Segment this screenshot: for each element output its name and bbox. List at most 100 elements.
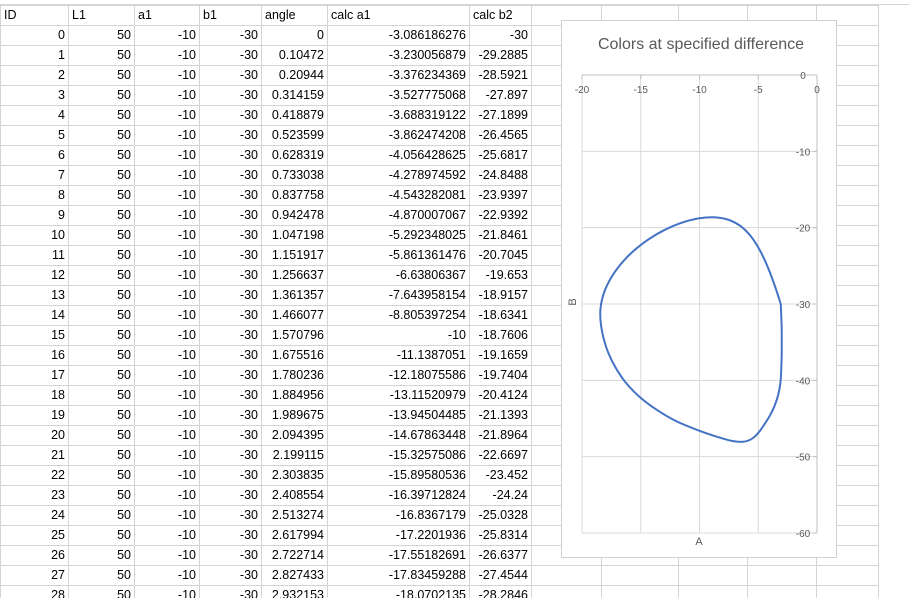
cell-a1[interactable]: -10 bbox=[134, 45, 200, 66]
cell-a1[interactable]: -10 bbox=[134, 585, 200, 598]
cell-calc-b2[interactable]: -23.9397 bbox=[469, 185, 532, 206]
cell-l1[interactable]: 50 bbox=[68, 305, 135, 326]
cell-l1[interactable]: 50 bbox=[68, 65, 135, 86]
cell-angle[interactable]: 1.151917 bbox=[261, 245, 328, 266]
cell-a1[interactable]: -10 bbox=[134, 425, 200, 446]
empty-cell[interactable] bbox=[601, 565, 679, 586]
cell-angle[interactable]: 1.884956 bbox=[261, 385, 328, 406]
header-cell[interactable]: calc a1 bbox=[327, 5, 470, 26]
cell-calc-a1[interactable]: -4.870007067 bbox=[327, 205, 470, 226]
empty-cell[interactable] bbox=[747, 565, 817, 586]
cell-angle[interactable]: 0.628319 bbox=[261, 145, 328, 166]
cell-calc-a1[interactable]: -13.11520979 bbox=[327, 385, 470, 406]
cell-l1[interactable]: 50 bbox=[68, 185, 135, 206]
cell-b1[interactable]: -30 bbox=[199, 105, 262, 126]
cell-calc-b2[interactable]: -19.653 bbox=[469, 265, 532, 286]
cell-a1[interactable]: -10 bbox=[134, 285, 200, 306]
cell-id[interactable]: 19 bbox=[0, 405, 69, 426]
cell-calc-b2[interactable]: -27.1899 bbox=[469, 105, 532, 126]
cell-angle[interactable]: 1.570796 bbox=[261, 325, 328, 346]
cell-l1[interactable]: 50 bbox=[68, 405, 135, 426]
cell-angle[interactable]: 2.932153 bbox=[261, 585, 328, 598]
empty-cell[interactable] bbox=[747, 585, 817, 598]
cell-angle[interactable]: 0.523599 bbox=[261, 125, 328, 146]
header-cell[interactable]: a1 bbox=[134, 5, 200, 26]
cell-l1[interactable]: 50 bbox=[68, 165, 135, 186]
empty-cell[interactable] bbox=[816, 565, 879, 586]
cell-calc-a1[interactable]: -5.861361476 bbox=[327, 245, 470, 266]
cell-id[interactable]: 14 bbox=[0, 305, 69, 326]
cell-l1[interactable]: 50 bbox=[68, 545, 135, 566]
cell-b1[interactable]: -30 bbox=[199, 405, 262, 426]
cell-b1[interactable]: -30 bbox=[199, 165, 262, 186]
cell-calc-a1[interactable]: -4.278974592 bbox=[327, 165, 470, 186]
cell-l1[interactable]: 50 bbox=[68, 385, 135, 406]
cell-calc-b2[interactable]: -29.2885 bbox=[469, 45, 532, 66]
cell-calc-b2[interactable]: -26.6377 bbox=[469, 545, 532, 566]
cell-calc-b2[interactable]: -24.8488 bbox=[469, 165, 532, 186]
cell-angle[interactable]: 2.722714 bbox=[261, 545, 328, 566]
cell-l1[interactable]: 50 bbox=[68, 505, 135, 526]
cell-l1[interactable]: 50 bbox=[68, 225, 135, 246]
header-cell[interactable]: b1 bbox=[199, 5, 262, 26]
cell-b1[interactable]: -30 bbox=[199, 245, 262, 266]
cell-id[interactable]: 11 bbox=[0, 245, 69, 266]
cell-b1[interactable]: -30 bbox=[199, 85, 262, 106]
cell-a1[interactable]: -10 bbox=[134, 485, 200, 506]
cell-calc-b2[interactable]: -18.6341 bbox=[469, 305, 532, 326]
cell-id[interactable]: 15 bbox=[0, 325, 69, 346]
cell-l1[interactable]: 50 bbox=[68, 465, 135, 486]
cell-l1[interactable]: 50 bbox=[68, 365, 135, 386]
cell-a1[interactable]: -10 bbox=[134, 345, 200, 366]
cell-a1[interactable]: -10 bbox=[134, 65, 200, 86]
empty-cell[interactable] bbox=[531, 565, 602, 586]
cell-a1[interactable]: -10 bbox=[134, 305, 200, 326]
cell-calc-a1[interactable]: -5.292348025 bbox=[327, 225, 470, 246]
cell-id[interactable]: 7 bbox=[0, 165, 69, 186]
cell-b1[interactable]: -30 bbox=[199, 125, 262, 146]
cell-id[interactable]: 21 bbox=[0, 445, 69, 466]
cell-calc-b2[interactable]: -22.6697 bbox=[469, 445, 532, 466]
cell-a1[interactable]: -10 bbox=[134, 265, 200, 286]
cell-calc-a1[interactable]: -17.2201936 bbox=[327, 525, 470, 546]
cell-calc-b2[interactable]: -21.8461 bbox=[469, 225, 532, 246]
cell-calc-b2[interactable]: -23.452 bbox=[469, 465, 532, 486]
cell-b1[interactable]: -30 bbox=[199, 385, 262, 406]
cell-a1[interactable]: -10 bbox=[134, 245, 200, 266]
cell-id[interactable]: 25 bbox=[0, 525, 69, 546]
cell-l1[interactable]: 50 bbox=[68, 205, 135, 226]
cell-calc-a1[interactable]: -3.230056879 bbox=[327, 45, 470, 66]
cell-angle[interactable]: 1.047198 bbox=[261, 225, 328, 246]
empty-cell[interactable] bbox=[678, 585, 748, 598]
cell-calc-a1[interactable]: -12.18075586 bbox=[327, 365, 470, 386]
cell-b1[interactable]: -30 bbox=[199, 225, 262, 246]
cell-calc-a1[interactable]: -17.83459288 bbox=[327, 565, 470, 586]
cell-calc-a1[interactable]: -6.63806367 bbox=[327, 265, 470, 286]
cell-angle[interactable]: 0.837758 bbox=[261, 185, 328, 206]
cell-a1[interactable]: -10 bbox=[134, 465, 200, 486]
cell-calc-a1[interactable]: -3.527775068 bbox=[327, 85, 470, 106]
cell-a1[interactable]: -10 bbox=[134, 445, 200, 466]
cell-a1[interactable]: -10 bbox=[134, 545, 200, 566]
cell-b1[interactable]: -30 bbox=[199, 145, 262, 166]
cell-l1[interactable]: 50 bbox=[68, 265, 135, 286]
cell-angle[interactable]: 0.733038 bbox=[261, 165, 328, 186]
chart-area[interactable]: Colors at specified difference -20 -15 -10… bbox=[561, 20, 837, 558]
cell-l1[interactable]: 50 bbox=[68, 345, 135, 366]
cell-angle[interactable]: 0.942478 bbox=[261, 205, 328, 226]
cell-l1[interactable]: 50 bbox=[68, 25, 135, 46]
cell-a1[interactable]: -10 bbox=[134, 125, 200, 146]
cell-b1[interactable]: -30 bbox=[199, 585, 262, 598]
cell-id[interactable]: 16 bbox=[0, 345, 69, 366]
cell-id[interactable]: 13 bbox=[0, 285, 69, 306]
cell-b1[interactable]: -30 bbox=[199, 485, 262, 506]
cell-b1[interactable]: -30 bbox=[199, 65, 262, 86]
cell-b1[interactable]: -30 bbox=[199, 565, 262, 586]
cell-calc-a1[interactable]: -16.8367179 bbox=[327, 505, 470, 526]
cell-a1[interactable]: -10 bbox=[134, 565, 200, 586]
cell-id[interactable]: 8 bbox=[0, 185, 69, 206]
cell-id[interactable]: 18 bbox=[0, 385, 69, 406]
cell-calc-b2[interactable]: -19.1659 bbox=[469, 345, 532, 366]
cell-angle[interactable]: 1.256637 bbox=[261, 265, 328, 286]
cell-id[interactable]: 22 bbox=[0, 465, 69, 486]
